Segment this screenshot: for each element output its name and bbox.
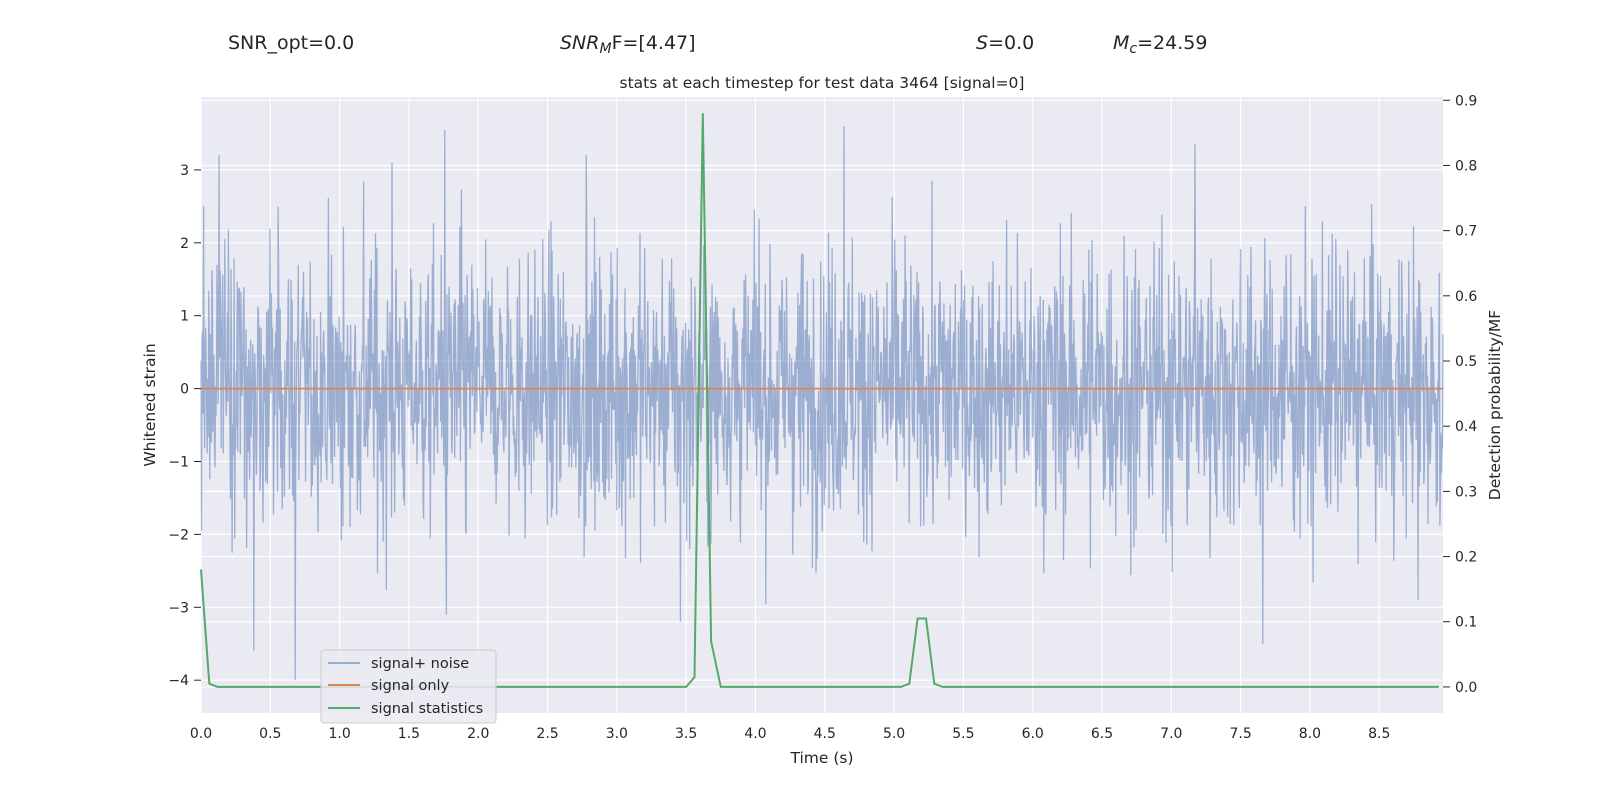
x-tick-label: 6.5 (1091, 726, 1113, 742)
legend-label-stats: signal statistics (371, 701, 483, 717)
x-ticks: 0.0 0.5 1.0 1.5 2.0 2.5 3.0 3.5 4.0 4.5 5.0 5.5 6.0 6… (190, 726, 1391, 742)
x-tick-label: 7.0 (1160, 726, 1182, 742)
left-y-tick-label: −2 (168, 527, 189, 543)
right-y-tick-label: 0.1 (1455, 615, 1477, 631)
right-y-tick-label: 0.5 (1455, 354, 1477, 370)
mc-label: Mc=24.59 (1113, 32, 1207, 57)
x-tick-label: 2.5 (536, 726, 558, 742)
legend: signal+ noise signal only signal statist… (320, 649, 497, 724)
x-tick-label: 5.0 (883, 726, 905, 742)
left-y-ticks: −4 −3 −2 −1 0 1 2 3 (168, 163, 201, 689)
noise-line (200, 126, 1444, 681)
x-tick-label: 5.5 (952, 726, 974, 742)
legend-box (320, 649, 497, 724)
x-tick-label: 0.5 (259, 726, 281, 742)
snr-mf-label: SNRMF=[4.47] (560, 32, 696, 57)
snr-opt-label: SNR_opt=0.0 (228, 32, 354, 54)
x-axis-label: Time (s) (789, 749, 853, 767)
chart-title: stats at each timestep for test data 346… (620, 74, 1025, 92)
right-y-tick-label: 0.6 (1455, 289, 1477, 305)
left-y-tick-label: −1 (168, 454, 189, 470)
right-y-tick-label: 0.0 (1455, 680, 1477, 696)
left-y-tick-label: 1 (180, 309, 189, 325)
signal-statistics-line (200, 113, 1439, 688)
x-tick-label: 8.5 (1368, 726, 1390, 742)
right-y-tick-label: 0.3 (1455, 484, 1477, 500)
left-y-tick-label: −4 (168, 673, 189, 689)
right-y-tick-label: 0.2 (1455, 550, 1477, 566)
stats-series-layer (200, 113, 1439, 688)
x-tick-label: 2.0 (467, 726, 489, 742)
x-tick-label: 1.0 (328, 726, 350, 742)
x-tick-label: 8.0 (1299, 726, 1321, 742)
right-y-tick-label: 0.8 (1455, 158, 1477, 174)
x-tick-label: 3.0 (606, 726, 628, 742)
noise-series-layer (200, 126, 1444, 681)
right-y-tick-label: 0.9 (1455, 93, 1477, 109)
x-tick-label: 4.0 (744, 726, 766, 742)
right-y-tick-label: 0.4 (1455, 419, 1477, 435)
x-tick-label: 3.5 (675, 726, 697, 742)
left-y-tick-label: 0 (180, 382, 189, 398)
s-label: S=0.0 (976, 32, 1034, 54)
legend-label-noise: signal+ noise (371, 656, 469, 672)
x-tick-label: 0.0 (190, 726, 212, 742)
left-y-tick-label: 3 (180, 163, 189, 179)
x-tick-label: 6.0 (1022, 726, 1044, 742)
x-tick-label: 7.5 (1229, 726, 1251, 742)
x-tick-label: 1.5 (398, 726, 420, 742)
left-y-tick-label: 2 (180, 236, 189, 252)
left-y-axis-label: Whitened strain (141, 343, 159, 466)
right-y-ticks: 0.0 0.1 0.2 0.3 0.4 0.5 0.6 0.7 0.8 0.9 (1443, 93, 1477, 696)
legend-label-signal: signal only (371, 678, 450, 694)
right-y-axis-label: Detection probability/MF (1486, 310, 1504, 501)
right-y-tick-label: 0.7 (1455, 224, 1477, 240)
left-y-tick-label: −3 (168, 600, 189, 616)
x-tick-label: 4.5 (814, 726, 836, 742)
